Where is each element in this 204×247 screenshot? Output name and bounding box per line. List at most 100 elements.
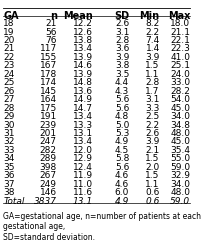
Text: 59.0: 59.0	[170, 197, 190, 206]
Text: 3837: 3837	[34, 197, 57, 206]
Text: 59.0: 59.0	[170, 163, 190, 172]
Text: 13.6: 13.6	[73, 87, 93, 96]
Text: Max: Max	[168, 11, 190, 21]
Text: 76: 76	[45, 36, 57, 45]
Text: 289: 289	[40, 154, 57, 164]
Text: 239: 239	[40, 121, 57, 130]
Text: 1.1: 1.1	[145, 70, 160, 79]
Text: 11.9: 11.9	[73, 171, 93, 180]
Text: 164: 164	[40, 95, 57, 104]
Text: 18.0: 18.0	[170, 19, 190, 28]
Text: 1.5: 1.5	[145, 171, 160, 180]
Text: 12.2: 12.2	[73, 19, 93, 28]
Text: 38: 38	[3, 188, 15, 197]
Text: 0.6: 0.6	[145, 188, 160, 197]
Text: 45.0: 45.0	[170, 138, 190, 146]
Text: 21: 21	[3, 44, 15, 53]
Text: 2.0: 2.0	[145, 163, 160, 172]
Text: 7.4: 7.4	[145, 36, 160, 45]
Text: 8.2: 8.2	[145, 19, 160, 28]
Text: 0.6: 0.6	[145, 197, 160, 206]
Text: 191: 191	[39, 112, 57, 121]
Text: 5.3: 5.3	[115, 129, 129, 138]
Text: 55.0: 55.0	[170, 154, 190, 164]
Text: 33.0: 33.0	[170, 78, 190, 87]
Text: 3.9: 3.9	[145, 53, 160, 62]
Text: 34.0: 34.0	[170, 112, 190, 121]
Text: 22: 22	[3, 53, 14, 62]
Text: 5.6: 5.6	[115, 104, 129, 113]
Text: 45.0: 45.0	[170, 104, 190, 113]
Text: 34.0: 34.0	[170, 180, 190, 189]
Text: 13.4: 13.4	[73, 138, 93, 146]
Text: 201: 201	[40, 129, 57, 138]
Text: 14.7: 14.7	[73, 104, 93, 113]
Text: 28.2: 28.2	[170, 87, 190, 96]
Text: 5.0: 5.0	[115, 121, 129, 130]
Text: 2.2: 2.2	[146, 28, 160, 37]
Text: 174: 174	[40, 78, 57, 87]
Text: 54.0: 54.0	[170, 95, 190, 104]
Text: Min: Min	[140, 11, 160, 21]
Text: 2.6: 2.6	[115, 19, 129, 28]
Text: 13.1: 13.1	[73, 129, 93, 138]
Text: 12.6: 12.6	[73, 28, 93, 37]
Text: 48.0: 48.0	[170, 129, 190, 138]
Text: 12.0: 12.0	[73, 146, 93, 155]
Text: 146: 146	[40, 188, 57, 197]
Text: 13.3: 13.3	[73, 121, 93, 130]
Text: 35: 35	[3, 163, 15, 172]
Text: 34: 34	[3, 154, 15, 164]
Text: 22.3: 22.3	[170, 44, 190, 53]
Text: 28: 28	[3, 104, 15, 113]
Text: 32.9: 32.9	[170, 171, 190, 180]
Text: 4.3: 4.3	[115, 87, 129, 96]
Text: 26: 26	[3, 87, 15, 96]
Text: 30: 30	[3, 121, 15, 130]
Text: 1.5: 1.5	[145, 62, 160, 70]
Text: 1.5: 1.5	[145, 154, 160, 164]
Text: n: n	[50, 11, 57, 21]
Text: 1.7: 1.7	[145, 87, 160, 96]
Text: 5.6: 5.6	[115, 163, 129, 172]
Text: 5.8: 5.8	[115, 154, 129, 164]
Text: 4.6: 4.6	[115, 171, 129, 180]
Text: 34.8: 34.8	[170, 121, 190, 130]
Text: Total: Total	[3, 197, 25, 206]
Text: 11.6: 11.6	[73, 188, 93, 197]
Text: 3.8: 3.8	[115, 62, 129, 70]
Text: 14.6: 14.6	[73, 62, 93, 70]
Text: 4.6: 4.6	[115, 180, 129, 189]
Text: 27: 27	[3, 95, 15, 104]
Text: 2.8: 2.8	[145, 78, 160, 87]
Text: 5.6: 5.6	[115, 95, 129, 104]
Text: 21: 21	[45, 19, 57, 28]
Text: 25: 25	[3, 78, 15, 87]
Text: 13.9: 13.9	[73, 70, 93, 79]
Text: 13.4: 13.4	[73, 44, 93, 53]
Text: 3.6: 3.6	[115, 44, 129, 53]
Text: 24: 24	[3, 70, 14, 79]
Text: 249: 249	[40, 180, 57, 189]
Text: 6.0: 6.0	[115, 188, 129, 197]
Text: Mean: Mean	[63, 11, 93, 21]
Text: 155: 155	[39, 53, 57, 62]
Text: 4.4: 4.4	[115, 78, 129, 87]
Text: 178: 178	[39, 70, 57, 79]
Text: 3.3: 3.3	[145, 104, 160, 113]
Text: 25.1: 25.1	[170, 62, 190, 70]
Text: 36: 36	[3, 171, 15, 180]
Text: 267: 267	[40, 171, 57, 180]
Text: 48.0: 48.0	[170, 188, 190, 197]
Text: 282: 282	[40, 146, 57, 155]
Text: 3.5: 3.5	[115, 70, 129, 79]
Text: 2.6: 2.6	[145, 129, 160, 138]
Text: 1.4: 1.4	[145, 44, 160, 53]
Text: 12.4: 12.4	[73, 163, 93, 172]
Text: 175: 175	[39, 104, 57, 113]
Text: 2.8: 2.8	[115, 36, 129, 45]
Text: 31: 31	[3, 129, 15, 138]
Text: 24.0: 24.0	[170, 70, 190, 79]
Text: 14.9: 14.9	[73, 95, 93, 104]
Text: 23: 23	[3, 62, 15, 70]
